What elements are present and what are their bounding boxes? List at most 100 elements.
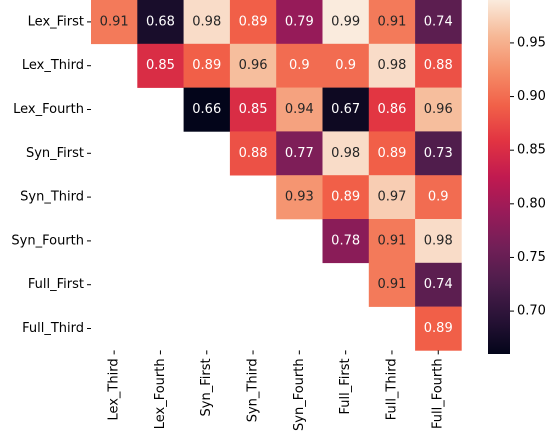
heatmap-cell-2-6 [368, 87, 416, 132]
cell-value-label-1-6: 0.98 [377, 58, 406, 73]
row-axis: Lex_First Lex_Third Lex_Fourth Syn_First Syn… [11, 14, 91, 336]
row-tick-label-4: Syn_Third [20, 190, 84, 205]
col-tick-label-4: Syn_Fourth [292, 358, 307, 431]
colorbar-gradient [488, 0, 510, 354]
heatmap-cell-0-3 [229, 0, 277, 45]
heatmap-cell-1-3 [229, 43, 277, 88]
cell-value-label-4-5: 0.89 [331, 190, 360, 205]
heatmap-cell-4-4 [276, 175, 323, 220]
cell-value-label-4-7: 0.9 [428, 190, 449, 205]
heatmap-cell-1-2 [183, 43, 231, 88]
row-tick-label-7: Full_Third [22, 321, 84, 336]
cell-value-label-0-3: 0.89 [239, 14, 268, 29]
cell-value-label-0-2: 0.98 [192, 14, 221, 29]
cell-value-label-3-4: 0.77 [285, 146, 314, 161]
cell-value-label-5-7: 0.98 [424, 233, 453, 248]
heatmap-cell-5-7 [415, 219, 462, 264]
row-tick-label-2: Lex_Fourth [13, 102, 84, 117]
heatmap-cell-2-5 [322, 87, 370, 132]
cell-value-label-1-5: 0.9 [335, 58, 356, 73]
cell-value-label-5-6: 0.91 [377, 233, 406, 248]
cell-value-label-2-2: 0.66 [192, 102, 221, 117]
col-tick-label-1: Lex_Fourth [153, 358, 168, 429]
heatmap-cell-0-5 [322, 0, 370, 45]
cell-value-label-1-2: 0.89 [192, 58, 221, 73]
heatmap-cell-1-4 [276, 43, 323, 88]
heatmap-cell-3-7 [415, 131, 462, 176]
heatmap-cell-2-4 [276, 87, 323, 132]
heatmap-cell-1-7 [415, 43, 462, 88]
cell-value-label-2-3: 0.85 [239, 102, 268, 117]
cell-value-label-3-7: 0.73 [424, 146, 453, 161]
heatmap-cells: 0.91 0.68 0.98 0.89 0.79 0.99 0.91 0.74 0.85 0.89… [91, 0, 462, 351]
heatmap-cell-3-4 [276, 131, 323, 176]
row-tick-label-1: Lex_Third [22, 58, 84, 73]
heatmap-cell-0-0 [91, 0, 138, 45]
heatmap-cell-0-1 [137, 0, 184, 45]
colorbar-tick-label-5: 0.95 [517, 35, 546, 50]
heatmap-cell-5-5 [322, 219, 370, 264]
colorbar-tick-label-2: 0.80 [517, 196, 546, 211]
cell-value-label-2-5: 0.67 [331, 102, 360, 117]
heatmap-cell-3-6 [368, 131, 416, 176]
heatmap-cell-1-6 [368, 43, 416, 88]
heatmap-cell-4-6 [368, 175, 416, 220]
cell-value-label-6-7: 0.74 [424, 277, 453, 292]
cell-value-label-3-3: 0.88 [239, 146, 268, 161]
heatmap-cell-7-7 [415, 306, 462, 351]
colorbar-tick-label-1: 0.75 [517, 250, 546, 265]
heatmap-cell-6-6 [368, 262, 416, 307]
row-tick-label-3: Syn_First [26, 146, 84, 161]
heatmap-cell-1-1 [137, 43, 184, 88]
colorbar-tick-label-0: 0.70 [517, 304, 546, 319]
heatmap-cell-2-7 [415, 87, 462, 132]
heatmap-cell-5-6 [368, 219, 416, 264]
cell-value-label-1-7: 0.88 [424, 58, 453, 73]
cell-value-label-0-0: 0.91 [100, 14, 129, 29]
cell-value-label-5-5: 0.78 [331, 233, 360, 248]
cell-value-label-0-5: 0.99 [331, 14, 360, 29]
heatmap-cell-0-2 [183, 0, 231, 45]
cell-value-label-6-6: 0.91 [377, 277, 406, 292]
heatmap-cell-0-4 [276, 0, 323, 45]
col-tick-label-3: Syn_Third [246, 358, 261, 422]
heatmap-cell-2-3 [229, 87, 277, 132]
cell-value-label-2-4: 0.94 [285, 102, 314, 117]
heatmap-cell-3-5 [322, 131, 370, 176]
row-tick-label-0: Lex_First [28, 14, 84, 29]
cell-value-label-0-7: 0.74 [424, 14, 453, 29]
cell-value-label-4-6: 0.97 [377, 190, 406, 205]
heatmap-cell-0-7 [415, 0, 462, 45]
cell-value-label-3-6: 0.89 [377, 146, 406, 161]
col-tick-label-0: Lex_Third [107, 358, 122, 420]
heatmap-cell-2-2 [183, 87, 231, 132]
heatmap-cell-3-3 [229, 131, 277, 176]
cell-value-label-0-1: 0.68 [146, 14, 175, 29]
cell-value-label-1-4: 0.9 [289, 58, 310, 73]
colorbar-tick-label-4: 0.90 [517, 89, 546, 104]
cell-value-label-2-6: 0.86 [377, 102, 406, 117]
heatmap-cell-1-5 [322, 43, 370, 88]
cell-value-label-2-7: 0.96 [424, 102, 453, 117]
col-tick-label-6: Full_Third [384, 358, 399, 420]
row-tick-label-6: Full_First [28, 277, 84, 292]
column-axis: Lex_Third Lex_Fourth Syn_First Syn_Third Syn… [107, 350, 446, 431]
col-tick-label-2: Syn_First [199, 358, 214, 416]
cell-value-label-4-4: 0.93 [285, 190, 314, 205]
cell-value-label-0-4: 0.79 [285, 14, 314, 29]
heatmap-cell-4-7 [415, 175, 462, 220]
cell-value-label-0-6: 0.91 [377, 14, 406, 29]
cell-value-label-3-5: 0.98 [331, 146, 360, 161]
col-tick-label-5: Full_First [338, 358, 353, 414]
colorbar: 0.70 0.75 0.80 0.85 0.90 0.95 [488, 0, 546, 354]
cell-value-label-1-1: 0.85 [146, 58, 175, 73]
heatmap-cell-4-5 [322, 175, 370, 220]
col-tick-label-7: Full_Fourth [431, 358, 446, 429]
cell-value-label-1-3: 0.96 [239, 58, 268, 73]
colorbar-tick-label-3: 0.85 [517, 143, 546, 158]
row-tick-label-5: Syn_Fourth [11, 233, 84, 248]
cell-value-label-7-7: 0.89 [424, 321, 453, 336]
heatmap-cell-0-6 [368, 0, 416, 45]
heatmap-cell-6-7 [415, 262, 462, 307]
